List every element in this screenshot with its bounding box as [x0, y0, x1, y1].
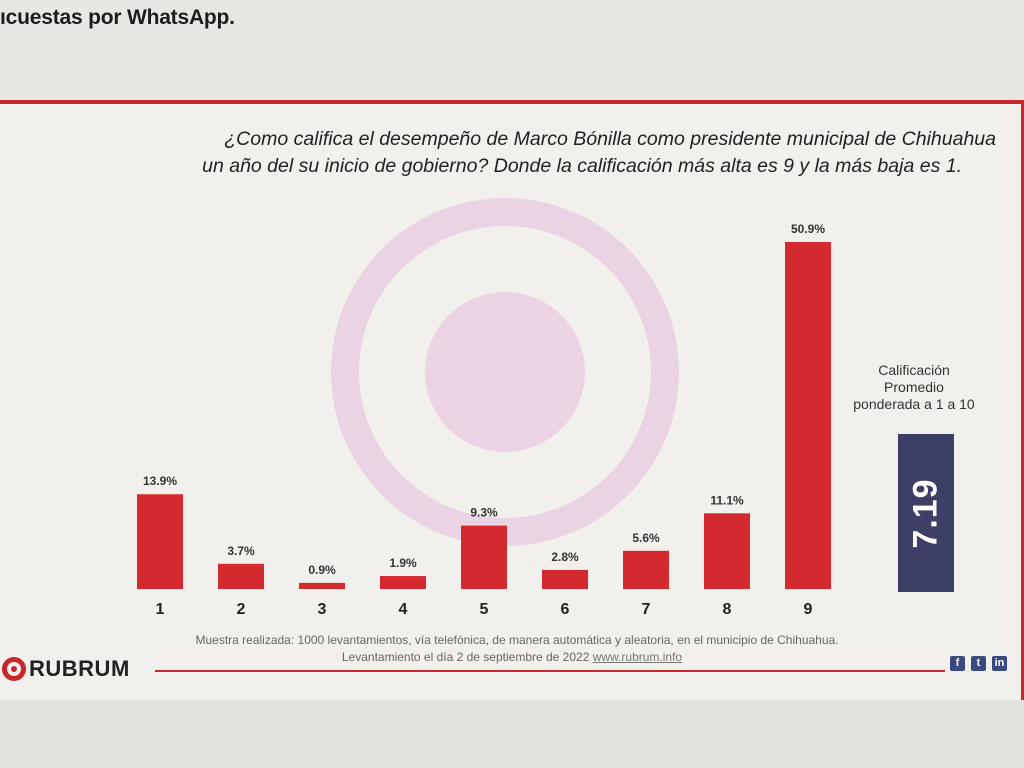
category-label-9: 9 [804, 601, 813, 618]
rubrum-logo-icon [2, 657, 26, 681]
average-label-line-1: Calificación [878, 362, 950, 378]
category-label-7: 7 [642, 601, 651, 618]
category-label-4: 4 [399, 601, 408, 618]
value-label-1: 13.9% [143, 474, 177, 488]
bar-3 [299, 582, 345, 589]
average-label-line-3: ponderada a 1 a 10 [853, 396, 975, 412]
background-page-text: ıcuestas por WhatsApp. [0, 6, 235, 29]
question-line-2: un año del su inicio de gobierno? Donde … [202, 155, 962, 177]
value-label-9: 50.9% [791, 222, 825, 236]
background-page-bottom [0, 700, 1024, 768]
value-label-6: 2.8% [551, 550, 579, 564]
category-label-1: 1 [156, 601, 165, 618]
value-label-3: 0.9% [308, 563, 336, 577]
value-label-8: 11.1% [710, 493, 744, 507]
methodology-note: Muestra realizada: 1000 levantamientos, … [0, 632, 1024, 666]
methodology-line-2: Levantamiento el día 2 de septiembre de … [0, 649, 1024, 666]
survey-date: Levantamiento el día 2 de septiembre de … [341, 650, 590, 664]
bars-group: 13.9% 1 3.7% 2 0.9% 3 1.9% 4 9.3% 5 2.8% 6 5.6% 7 11.1… [137, 222, 831, 618]
survey-slide: ¿Como califica el desempeño de Marco Bón… [0, 100, 1024, 700]
category-label-5: 5 [480, 601, 489, 618]
average-value: 7.19 [906, 477, 945, 549]
footer-divider [155, 670, 945, 672]
category-label-3: 3 [318, 601, 327, 618]
rubrum-logo: RUBRUM [2, 654, 130, 684]
category-label-8: 8 [723, 601, 732, 618]
average-label-line-2: Promedio [884, 379, 944, 395]
value-label-4: 1.9% [389, 556, 417, 570]
social-links: f t in [950, 656, 1007, 671]
value-label-5: 9.3% [470, 506, 498, 520]
value-label-7: 5.6% [632, 531, 660, 545]
facebook-icon[interactable]: f [950, 656, 965, 671]
bar-7 [623, 550, 669, 589]
bar-6 [542, 569, 588, 589]
bar-chart: 13.9% 1 3.7% 2 0.9% 3 1.9% 4 9.3% 5 2.8% 6 5.6% 7 11.1… [137, 198, 831, 618]
watermark-ring [331, 198, 679, 546]
bar-5 [461, 525, 507, 589]
rubrum-logo-text: RUBRUM [29, 656, 130, 681]
bar-2 [218, 563, 264, 589]
question-line-1: ¿Como califica el desempeño de Marco Bón… [224, 128, 996, 150]
linkedin-icon[interactable]: in [992, 656, 1007, 671]
bar-4 [380, 576, 426, 589]
value-label-2: 3.7% [227, 544, 255, 558]
website-link[interactable]: www.rubrum.info [592, 650, 683, 664]
category-label-6: 6 [561, 601, 570, 618]
question-title: ¿Como califica el desempeño de Marco Bón… [0, 126, 1010, 180]
average-box: 7.19 [898, 434, 954, 592]
bar-8 [704, 513, 750, 589]
methodology-line-1: Muestra realizada: 1000 levantamientos, … [195, 633, 839, 647]
average-label: Calificación Promedio ponderada a 1 a 10 [850, 362, 978, 413]
twitter-icon[interactable]: t [971, 656, 986, 671]
bar-9 [785, 242, 831, 589]
bar-1 [137, 494, 183, 589]
category-label-2: 2 [237, 601, 246, 618]
